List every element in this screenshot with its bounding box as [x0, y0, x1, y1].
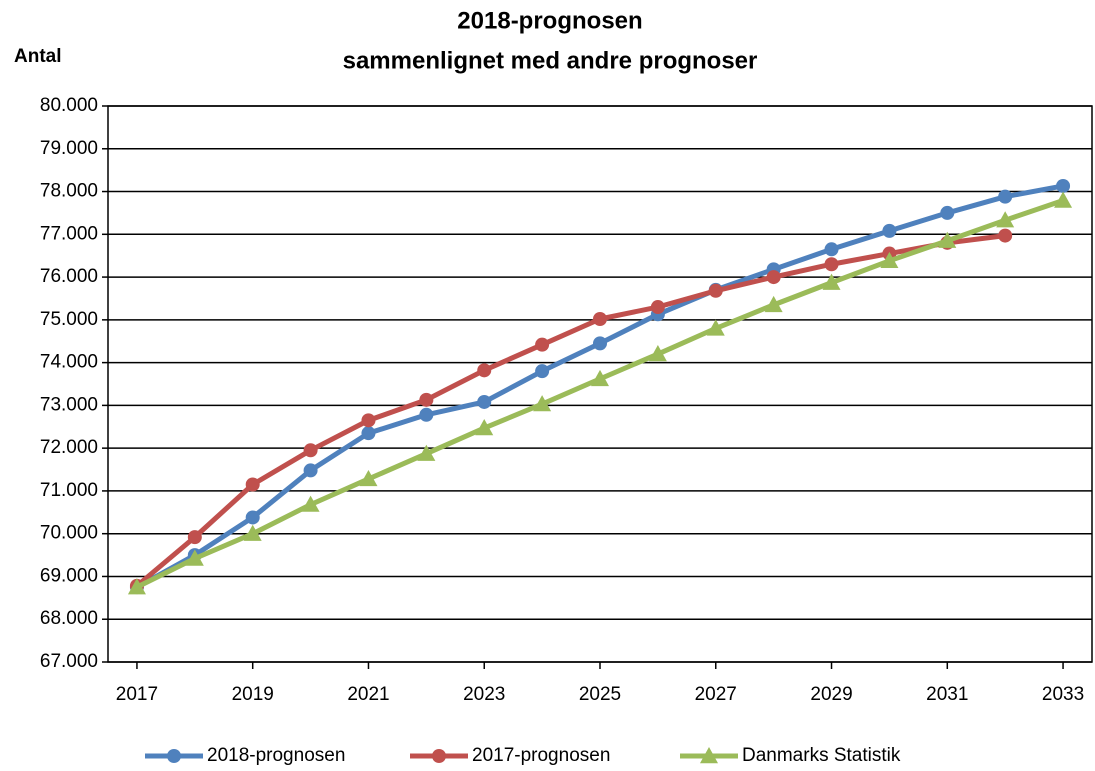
- point: [359, 469, 378, 487]
- point: [432, 749, 446, 763]
- y-tick-label: 78.000: [40, 181, 98, 202]
- y-tick-label: 67.000: [40, 651, 98, 672]
- point: [243, 524, 262, 541]
- point: [301, 495, 320, 512]
- point: [996, 211, 1015, 228]
- point: [361, 426, 376, 441]
- point: [477, 363, 492, 378]
- point: [650, 300, 665, 315]
- point: [303, 463, 318, 478]
- point: [477, 394, 492, 409]
- y-tick-label: 72.000: [40, 437, 98, 458]
- point: [535, 364, 550, 379]
- y-tick-label: 71.000: [40, 480, 98, 501]
- y-axis-label: Antal: [14, 46, 62, 67]
- legend-label: 2017-prognosen: [472, 745, 610, 766]
- y-tick-label: 79.000: [40, 138, 98, 159]
- point: [880, 251, 899, 269]
- y-tick-label: 80.000: [40, 95, 98, 116]
- y-tick-label: 68.000: [40, 608, 98, 629]
- legend-label: 2018-prognosen: [207, 745, 345, 766]
- point: [167, 749, 181, 763]
- x-tick-label: 2033: [1042, 684, 1084, 705]
- series-line: [135, 233, 1006, 588]
- point: [708, 283, 723, 298]
- point: [535, 337, 550, 352]
- x-tick-label: 2031: [926, 684, 968, 705]
- point: [303, 443, 318, 458]
- x-tick-label: 2023: [463, 684, 505, 705]
- chart-title: 2018-prognosen: [457, 7, 642, 34]
- point: [593, 311, 607, 326]
- y-tick-label: 70.000: [40, 523, 98, 544]
- y-tick-label: 74.000: [40, 352, 98, 373]
- x-tick-label: 2021: [347, 684, 389, 705]
- y-tick-label: 77.000: [40, 223, 98, 244]
- point: [648, 345, 667, 362]
- y-tick-label: 69.000: [40, 565, 98, 586]
- legend-label: Danmarks Statistik: [742, 745, 901, 766]
- chart-subtitle: sammenlignet med andre prognoser: [343, 47, 758, 74]
- point: [1054, 191, 1073, 208]
- x-tick-label: 2029: [810, 684, 852, 705]
- point: [766, 270, 781, 285]
- point: [824, 257, 839, 272]
- point: [593, 336, 607, 351]
- x-tick-label: 2027: [695, 684, 737, 705]
- point: [245, 477, 260, 492]
- y-tick-label: 75.000: [40, 309, 98, 330]
- point: [824, 242, 839, 257]
- point: [998, 228, 1013, 243]
- point: [361, 413, 376, 428]
- point: [419, 392, 434, 407]
- x-tick-label: 2025: [579, 684, 621, 705]
- point: [591, 369, 609, 387]
- point: [417, 444, 436, 461]
- point: [475, 419, 494, 436]
- point: [419, 407, 434, 422]
- point: [187, 530, 202, 545]
- point: [764, 295, 783, 313]
- y-tick-label: 76.000: [40, 266, 98, 287]
- point: [533, 395, 552, 412]
- point: [940, 205, 955, 220]
- point: [822, 273, 841, 290]
- x-tick-label: 2019: [232, 684, 274, 705]
- point: [245, 510, 260, 525]
- point: [998, 189, 1013, 204]
- y-tick-label: 73.000: [40, 394, 98, 415]
- series-line: [135, 198, 1064, 590]
- point: [127, 578, 146, 595]
- point: [1056, 178, 1071, 193]
- x-tick-label: 2017: [116, 684, 158, 705]
- point: [185, 549, 204, 566]
- point: [882, 223, 897, 238]
- point: [706, 319, 725, 336]
- point: [700, 747, 718, 764]
- point: [938, 231, 957, 248]
